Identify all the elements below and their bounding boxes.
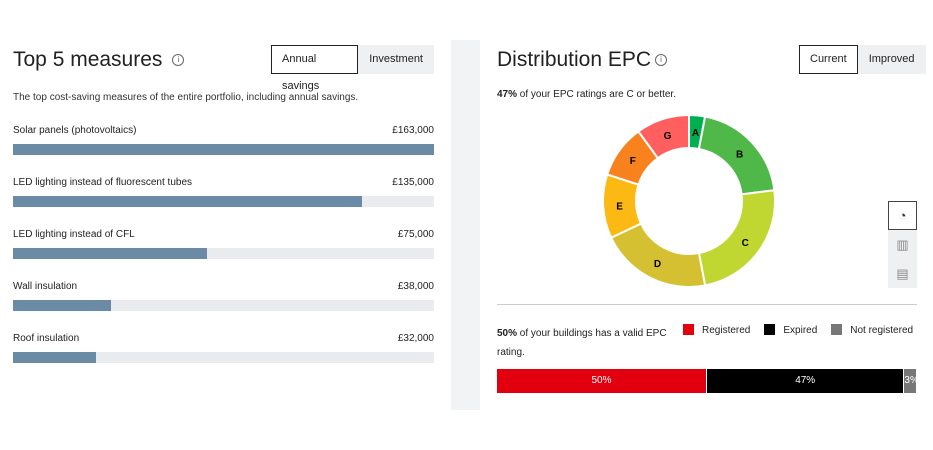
measures-description: The top cost-saving measures of the enti…: [13, 92, 359, 103]
slice-label: F: [630, 156, 636, 167]
slice-label: E: [616, 201, 623, 212]
legend-expired: Expired: [764, 324, 817, 336]
slice-label: D: [654, 259, 661, 270]
tab-improved[interactable]: Improved: [857, 45, 926, 74]
epc-donut-chart: A B C D E F G: [602, 113, 776, 288]
donut-slice-D[interactable]: [609, 222, 707, 288]
status-segment: 47%: [707, 369, 905, 393]
pie-chart-icon[interactable]: ◔: [888, 201, 917, 230]
status-legend: Registered Expired Not registered: [683, 324, 913, 336]
info-icon[interactable]: i: [172, 54, 185, 66]
divider: [497, 304, 917, 305]
measure-label: LED lighting instead of CFL: [13, 229, 135, 240]
slice-label: C: [742, 238, 749, 249]
measure-bar: [13, 300, 112, 311]
measure-value: £75,000: [397, 229, 434, 240]
legend-swatch: [764, 324, 776, 335]
measure-value: £135,000: [392, 177, 434, 188]
status-segment: 3%: [904, 369, 917, 393]
slice-label: B: [736, 149, 743, 160]
top-measures-title: Top 5 measures i: [13, 48, 185, 72]
measure-bar: [13, 196, 362, 207]
panel-divider: [451, 40, 480, 410]
measure-bar-track: [13, 352, 434, 363]
legend-swatch: [683, 324, 694, 335]
measure-value: £32,000: [397, 333, 434, 344]
epc-panel: Distribution EPC i Current Improved 47% o…: [497, 40, 926, 410]
measure-bar-track: [13, 196, 434, 207]
measure-label: Wall insulation: [13, 281, 78, 292]
info-icon[interactable]: i: [655, 54, 668, 66]
legend-not-registered: Not registered: [831, 324, 913, 336]
donut-slice-G[interactable]: [637, 113, 690, 160]
epc-title: Distribution EPC i: [497, 48, 668, 72]
epc-summary: 47% of your EPC ratings are C or better.: [497, 89, 676, 100]
tab-current[interactable]: Current: [799, 45, 858, 74]
legend-registered: Registered: [683, 324, 750, 336]
tab-annual-savings[interactable]: Annual savings: [271, 45, 359, 92]
measure-bar: [13, 144, 434, 155]
measure-bar: [13, 352, 96, 363]
measures-toggle: Annual savings Investment: [271, 45, 434, 92]
tab-investment[interactable]: Investment: [358, 45, 434, 74]
legend-swatch: [831, 324, 843, 335]
measure-label: Roof insulation: [13, 333, 80, 344]
slice-label: A: [692, 128, 699, 139]
measure-label: Solar panels (photovoltaics): [13, 125, 137, 136]
status-segment: 50%: [497, 369, 707, 393]
chart-view-switcher: ◔ ▥ ▤: [888, 201, 917, 288]
measure-bar-track: [13, 248, 434, 259]
measure-bar: [13, 248, 207, 259]
bar-chart-icon[interactable]: ▥: [888, 230, 917, 259]
measure-bar-track: [13, 144, 434, 155]
measure-value: £38,000: [397, 281, 434, 292]
valid-epc-text: 50% of your buildings has a valid EPC ra…: [497, 328, 667, 358]
table-icon[interactable]: ▤: [888, 259, 917, 288]
measure-bar-track: [13, 300, 434, 311]
epc-toggle: Current Improved: [799, 45, 926, 74]
slice-label: G: [664, 131, 672, 142]
epc-status-bar: 50%47%3%: [497, 369, 917, 393]
measure-label: LED lighting instead of fluorescent tube…: [13, 177, 192, 188]
measure-value: £163,000: [392, 125, 434, 136]
donut-slice-C[interactable]: [697, 189, 776, 287]
